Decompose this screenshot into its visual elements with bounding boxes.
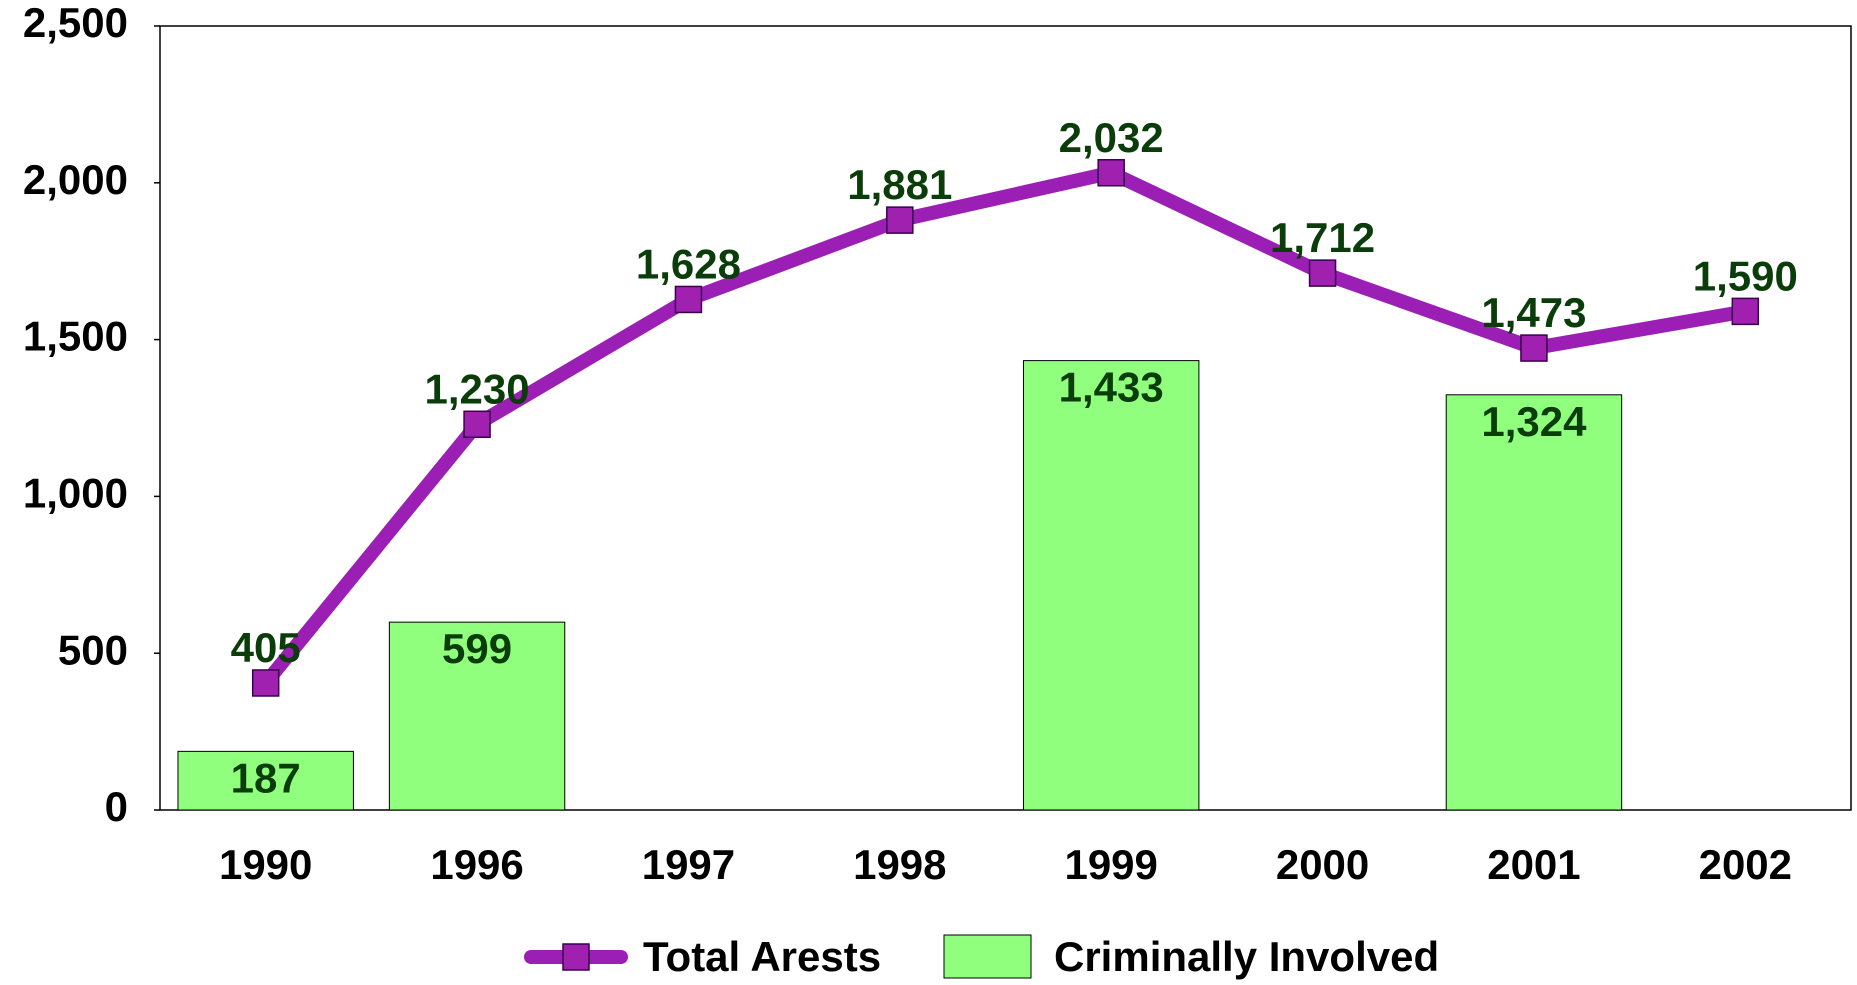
- line-value-label: 1,628: [636, 241, 741, 288]
- line-marker: [1731, 297, 1760, 326]
- bar: [177, 750, 354, 811]
- y-tick-label: 1,000: [23, 469, 128, 516]
- legend-marker-swatch: [562, 943, 590, 971]
- bar-value-label: 1,324: [1481, 398, 1587, 445]
- bar: [1445, 394, 1623, 811]
- x-tick-label: 2002: [1699, 841, 1792, 888]
- line-value-label: 2,032: [1059, 114, 1164, 161]
- x-tick-label: 1997: [642, 841, 735, 888]
- x-tick-label: 2001: [1487, 841, 1580, 888]
- line-marker: [1308, 259, 1337, 287]
- x-tick-label: 1996: [430, 841, 523, 888]
- bar: [388, 621, 566, 811]
- line-marker: [1097, 159, 1125, 187]
- y-tick-label: 500: [58, 626, 128, 673]
- line-value-label: 1,473: [1481, 289, 1586, 336]
- line-value-label: 1,230: [425, 365, 530, 412]
- x-tick-label: 1990: [219, 841, 312, 888]
- line-value-label: 1,712: [1270, 214, 1375, 261]
- bar: [1022, 360, 1200, 811]
- y-tick-label: 2,000: [23, 156, 128, 203]
- line-marker: [251, 669, 280, 697]
- legend: Total Arests Criminally Involved: [524, 933, 1439, 980]
- x-tick-label: 1999: [1064, 841, 1157, 888]
- line-value-label: 405: [231, 624, 301, 671]
- line-marker: [886, 206, 914, 234]
- plot-frame: [159, 25, 1852, 811]
- y-tick-label: 2,500: [23, 0, 128, 46]
- y-tick-label: 0: [105, 783, 128, 830]
- line-value-label: 1,881: [847, 161, 952, 208]
- line-value-label: 1,590: [1693, 252, 1798, 299]
- x-tick-label: 2000: [1276, 841, 1369, 888]
- bar-value-label: 187: [231, 754, 301, 801]
- line-marker: [1520, 334, 1548, 362]
- legend-bar-swatch: [943, 934, 1032, 979]
- y-tick-label: 1,500: [23, 313, 128, 360]
- bar-value-label: 1,433: [1059, 364, 1164, 411]
- line-marker: [463, 410, 491, 439]
- bar-value-label: 599: [442, 625, 512, 672]
- legend-label: Criminally Involved: [1054, 933, 1439, 980]
- legend-label: Total Arests: [643, 933, 881, 980]
- line-marker: [674, 285, 703, 314]
- x-tick-label: 1998: [853, 841, 946, 888]
- line: [260, 165, 1747, 688]
